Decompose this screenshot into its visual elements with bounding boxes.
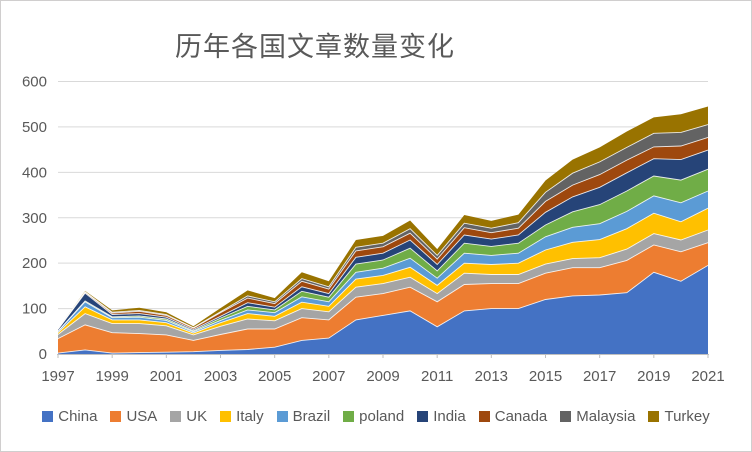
band-separator (57, 136, 709, 330)
legend-item-china: China (42, 408, 97, 425)
legend-label: Brazil (292, 408, 331, 425)
x-tick-label: 2021 (691, 368, 724, 385)
area-series-india (58, 150, 708, 332)
x-tick-label: 2017 (583, 368, 616, 385)
x-tick-label: 2009 (366, 368, 399, 385)
band-separator (57, 207, 709, 334)
area-series-italy (58, 208, 708, 335)
area-series-china (58, 265, 708, 354)
x-tick-label: 2003 (204, 368, 237, 385)
area-series-brazil (58, 191, 708, 334)
chart-title: 历年各国文章数量变化 (175, 32, 455, 62)
area-series-poland (58, 169, 708, 332)
legend-swatch-turkey (648, 411, 660, 422)
x-tick-label: 2019 (637, 368, 670, 385)
legend-item-italy: Italy (220, 408, 264, 425)
y-tick-label: 100 (22, 301, 47, 318)
x-tick-label: 1997 (41, 368, 74, 385)
x-tick-label: 1999 (95, 368, 128, 385)
x-tick-label: 2007 (312, 368, 345, 385)
legend-item-turkey: Turkey (648, 408, 710, 425)
legend-item-canada: Canada (478, 408, 548, 425)
area-series-turkey (58, 106, 708, 329)
legend-swatch-brazil (276, 411, 288, 422)
legend-label: China (58, 408, 98, 425)
y-tick-label: 200 (22, 255, 47, 272)
x-tick-label: 2011 (421, 368, 453, 385)
legend-item-usa: USA (110, 408, 157, 425)
y-tick-label: 0 (39, 346, 47, 363)
y-tick-label: 600 (22, 74, 47, 91)
legend-label: Italy (236, 408, 264, 425)
legend-swatch-india (417, 411, 429, 422)
band-separator (57, 265, 709, 354)
legend-swatch-poland (343, 411, 355, 422)
x-tick-label: 2015 (529, 368, 562, 385)
legend-label: USA (126, 408, 158, 425)
legend-item-malaysia: Malaysia (560, 408, 635, 425)
band-separator (57, 229, 709, 336)
y-tick-label: 300 (22, 210, 47, 227)
band-separator (57, 124, 709, 330)
band-separator (57, 190, 709, 333)
legend-item-uk: UK (170, 408, 207, 425)
x-tick-label: 2001 (150, 368, 183, 385)
area-series-canada (58, 137, 708, 330)
legend-label: Turkey (664, 408, 710, 425)
legend-label: UK (186, 408, 208, 425)
legend-item-india: India (417, 408, 466, 425)
legend-swatch-italy (220, 411, 232, 422)
x-tick-label: 2005 (258, 368, 291, 385)
band-separator (57, 242, 709, 341)
area-series-uk (58, 230, 708, 341)
legend-label: Malaysia (576, 408, 636, 425)
legend-swatch-malaysia (560, 411, 572, 422)
legend-item-poland: poland (343, 408, 404, 425)
area-series-malaysia (58, 124, 708, 329)
legend-swatch-uk (170, 411, 182, 422)
y-tick-label: 400 (22, 164, 47, 181)
band-separator (57, 149, 709, 330)
legend-item-brazil: Brazil (276, 408, 331, 425)
band-separator (57, 168, 709, 332)
legend-swatch-china (42, 411, 54, 422)
chart-legend: China USA UK Italy Brazil poland India Canada Ma… (1, 408, 751, 425)
legend-swatch-canada (478, 411, 490, 422)
x-tick-label: 2013 (475, 368, 508, 385)
legend-label: India (433, 408, 466, 425)
legend-label: Canada (494, 408, 548, 425)
legend-label: poland (359, 408, 405, 425)
area-series-usa (58, 242, 708, 354)
y-tick-label: 500 (22, 119, 47, 136)
legend-swatch-usa (110, 411, 122, 422)
